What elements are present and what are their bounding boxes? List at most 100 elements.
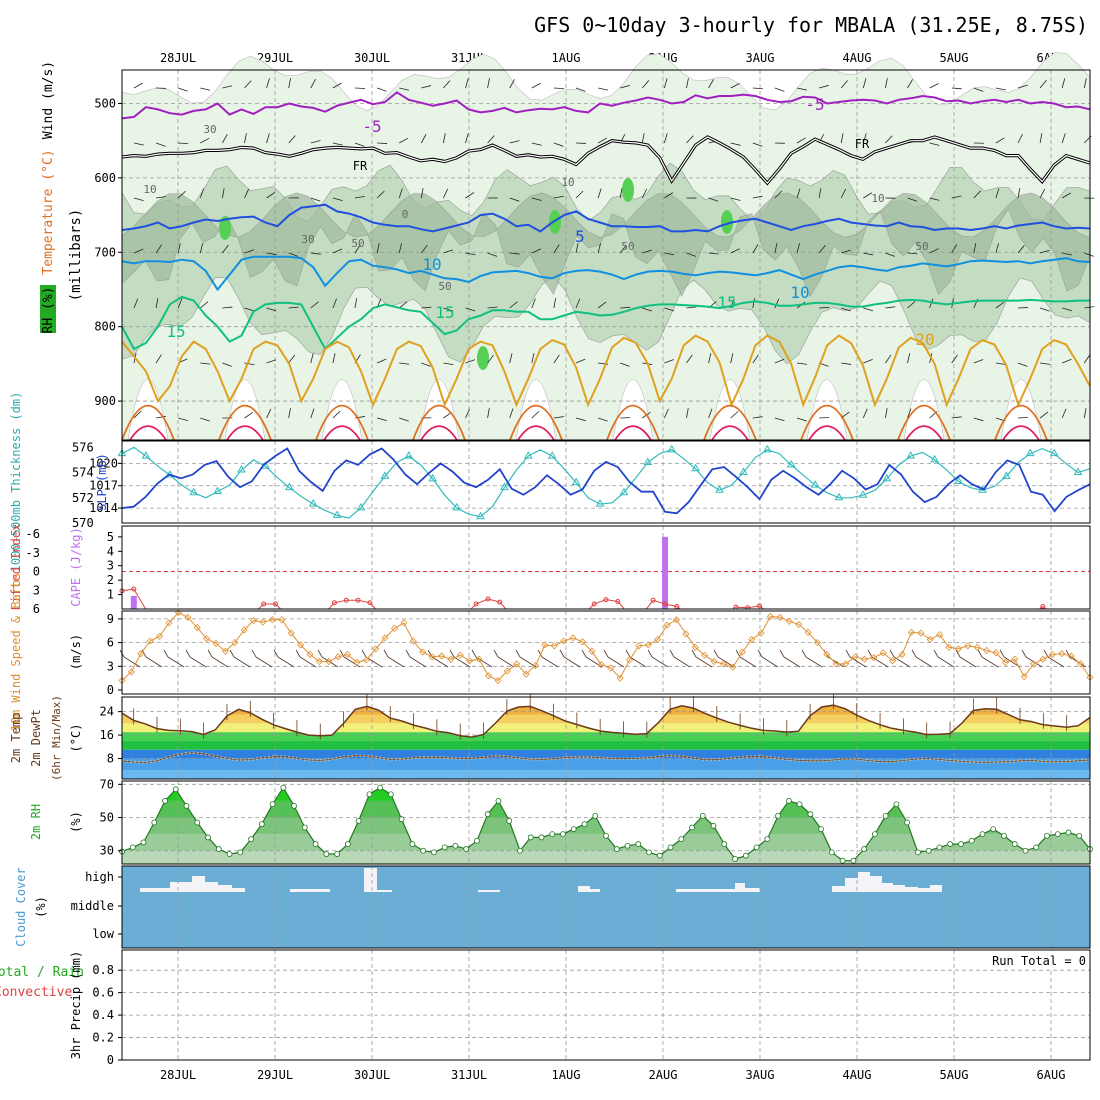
wind-speed-point — [400, 619, 408, 627]
wind-barb — [708, 408, 713, 419]
pressure-tick-label: 900 — [94, 394, 116, 408]
wind-barb — [244, 133, 247, 144]
wind-speed-point — [644, 641, 652, 649]
pressure-tick-label: 600 — [94, 171, 116, 185]
thickness-point — [404, 451, 414, 459]
surface-wind-barb — [365, 656, 383, 668]
rh-contour-label: 10 — [143, 183, 156, 196]
thickness-point — [1001, 471, 1011, 479]
wind-barb — [465, 192, 475, 199]
surface-wind-barb — [801, 649, 807, 658]
wind-speed-point — [522, 670, 530, 678]
slp-series-line — [121, 447, 1091, 515]
wind-barb — [598, 87, 608, 91]
wind-barb — [487, 135, 495, 144]
wind-barb — [199, 243, 204, 254]
wind-barb — [332, 142, 343, 146]
rh-point — [151, 819, 158, 826]
wind-barb — [951, 354, 958, 364]
li-point — [497, 599, 503, 605]
wind-barb — [885, 354, 892, 364]
wind-speed-point — [1058, 650, 1066, 658]
cloud-tick-label: low — [92, 927, 114, 941]
isotherm-warm — [517, 425, 555, 441]
wind-speed-point — [203, 635, 211, 643]
wind-barb — [531, 142, 542, 146]
thickness-tick-label: 574 — [72, 466, 94, 480]
rh-point — [226, 851, 233, 857]
thickness-point — [547, 451, 557, 459]
wind-barb — [177, 190, 186, 199]
wind-barb — [1017, 362, 1028, 367]
wind-barb — [509, 252, 520, 255]
surface-wind-barb — [277, 656, 295, 668]
wind-barb — [1084, 252, 1094, 257]
wind-speed-point — [588, 647, 596, 655]
wind-barb — [266, 359, 277, 364]
panel-ylabels: RH (%) Temperature (°C) Wind (m/s) (milliba… — [0, 61, 109, 1059]
isotherm-label: 10 — [422, 255, 441, 274]
rh-point — [839, 857, 846, 864]
rh-point — [162, 798, 168, 804]
thickness-point — [213, 486, 222, 494]
wind-speed-point — [334, 653, 342, 661]
surface-wind-barb — [211, 656, 229, 668]
thickness-tick-label: 576 — [72, 440, 94, 454]
wind-barb — [1039, 249, 1050, 254]
wind-barb — [531, 298, 536, 309]
wind-barb — [929, 197, 940, 201]
li-tick-label: -3 — [26, 546, 40, 560]
wind-speed-point — [917, 629, 925, 637]
rh-point — [1022, 847, 1029, 854]
wind-speed-point — [748, 635, 756, 644]
wind-barb — [509, 79, 515, 89]
surface-wind-barb — [537, 649, 543, 658]
rh-point — [990, 826, 997, 833]
wind-barb — [553, 416, 564, 419]
li-point — [272, 601, 278, 607]
rh-point — [635, 841, 642, 847]
wind-barb — [178, 87, 188, 92]
wind-speed-point — [823, 650, 831, 659]
wind-speed-point — [456, 651, 464, 659]
wind-barb — [841, 362, 852, 365]
wind-barb — [443, 307, 454, 312]
wind-barb — [244, 188, 250, 199]
cloud-cover-panel: high middle low — [71, 865, 1091, 949]
wind-barb — [752, 87, 763, 90]
rh-point — [775, 812, 781, 819]
surface-wind-barb — [321, 656, 339, 668]
wind-barb — [155, 142, 166, 147]
precip-background — [122, 950, 1090, 1060]
wind-speed-point — [578, 638, 587, 646]
isotherm-label: 15 — [717, 293, 736, 312]
wind-barb — [553, 244, 560, 254]
temp2m-axis-label: 2m Temp — [9, 713, 23, 764]
isotherm-warm — [614, 425, 652, 441]
wind-barb — [244, 80, 252, 89]
rh-point — [1054, 831, 1061, 838]
wind-barb — [686, 354, 693, 364]
wind-barb — [155, 354, 162, 364]
wind-barb — [531, 353, 535, 364]
surface-wind-barb — [145, 656, 163, 668]
thickness-point — [906, 451, 916, 459]
thickness-point — [500, 482, 509, 491]
surface-wind-barb — [387, 656, 405, 668]
rh-point — [721, 841, 728, 847]
wind-speed-point — [513, 660, 521, 668]
cape-bar — [130, 596, 137, 609]
wind-barb — [133, 248, 144, 254]
surface-wind-barb — [449, 649, 455, 658]
rh-point — [387, 791, 394, 798]
wind-speed-point — [156, 632, 164, 640]
wind-speed-point — [879, 649, 887, 657]
wind-barb — [818, 188, 822, 199]
surface-wind-barb — [273, 649, 279, 658]
wind-barb — [796, 417, 807, 422]
wind-barb — [420, 134, 427, 144]
slp-tick-label: 1014 — [89, 501, 118, 515]
wind-barb — [266, 408, 272, 419]
surface-wind-barb — [669, 649, 675, 658]
wind-barb — [178, 142, 189, 145]
